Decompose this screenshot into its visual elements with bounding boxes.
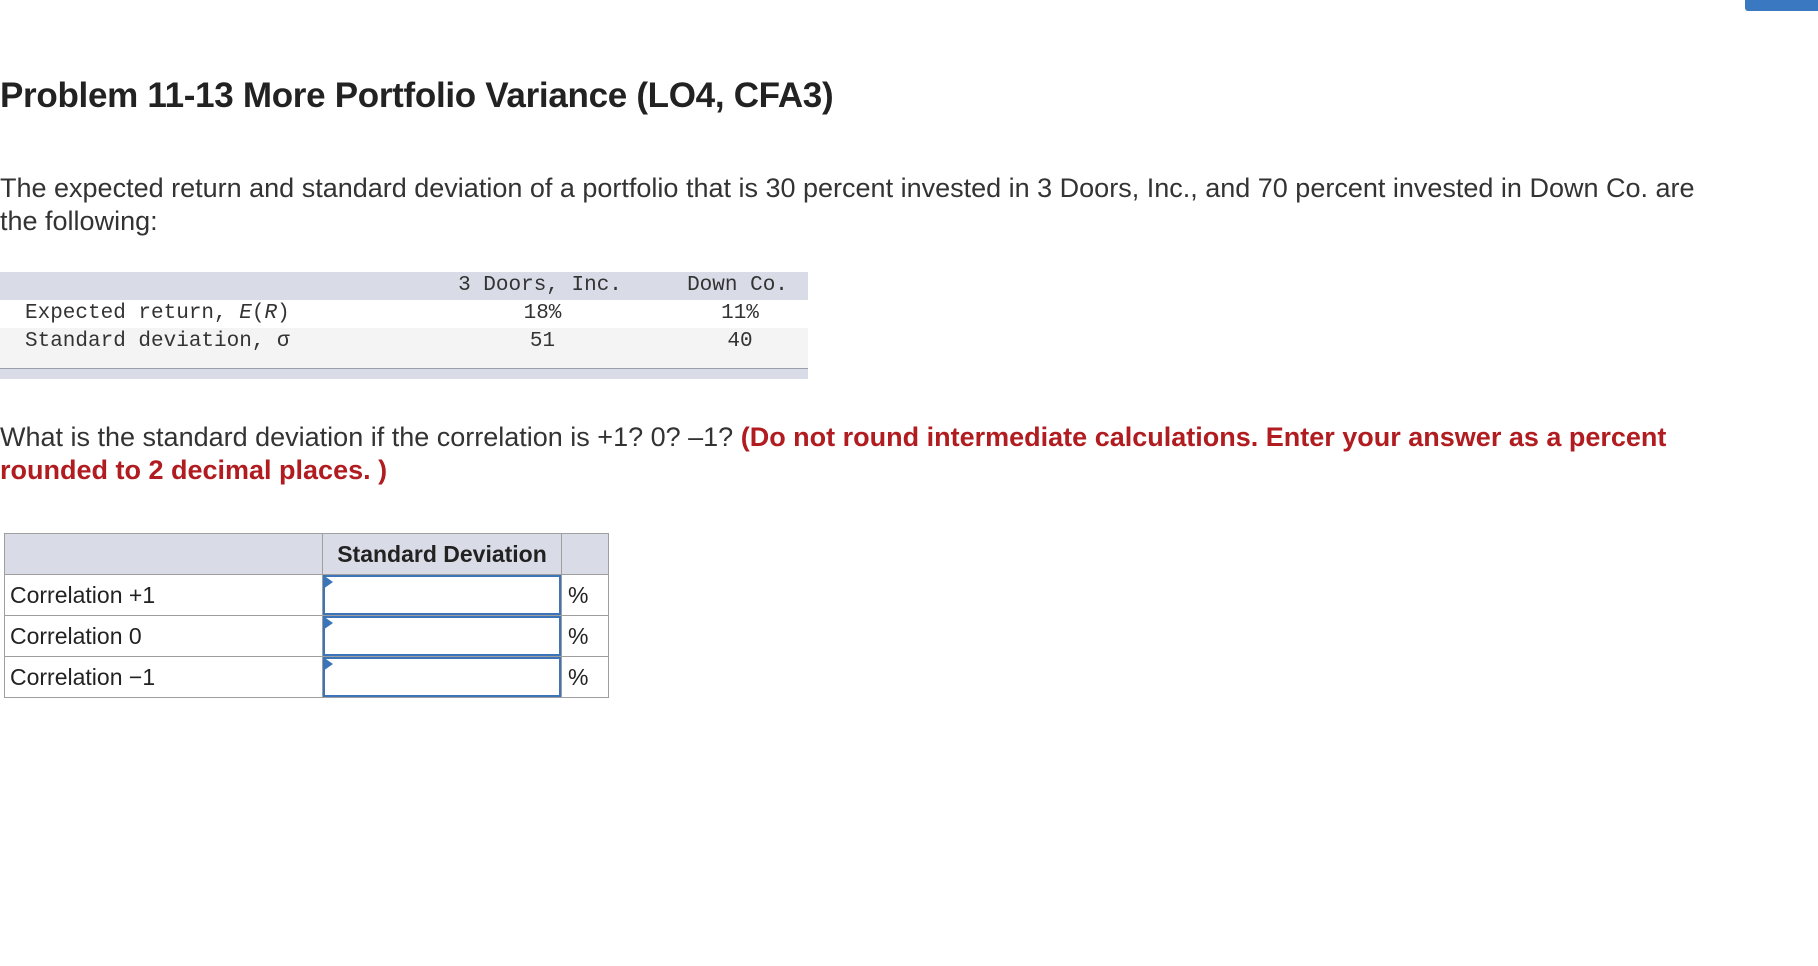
expected-return-down-co: 11% [721, 302, 759, 325]
data-row-standard-deviation: Standard deviation, σ 51 40 [0, 328, 808, 356]
answer-input-cell [322, 615, 562, 657]
column-header-down-co: Down Co. [687, 274, 788, 297]
answer-header-blank [4, 533, 323, 575]
data-row-expected-return: Expected return, E(R) 18% 11% [0, 300, 808, 328]
percent-unit: % [561, 615, 609, 657]
input-marker-icon [323, 616, 333, 630]
row-label-standard-deviation: Standard deviation, σ [25, 330, 290, 353]
answer-row-label: Correlation 0 [4, 615, 323, 657]
top-accent-bar [1745, 0, 1818, 11]
expected-return-3-doors: 18% [523, 302, 562, 325]
row-label-expected-return: Expected return, E(R) [25, 302, 290, 325]
std-dev-input-correlation-0[interactable] [323, 616, 561, 656]
std-dev-input-correlation-plus-1[interactable] [323, 575, 561, 615]
answer-row-correlation-minus-1: Correlation −1 % [4, 656, 609, 698]
answer-row-label: Correlation +1 [4, 574, 323, 616]
standard-deviation-3-doors: 51 [529, 330, 556, 353]
question-prompt: What is the standard deviation if the co… [0, 422, 741, 452]
input-marker-icon [323, 575, 333, 589]
standard-deviation-down-co: 40 [727, 330, 753, 353]
answer-header-unit [561, 533, 609, 575]
data-table-header: 3 Doors, Inc. Down Co. [0, 272, 808, 300]
input-marker-icon [323, 657, 333, 671]
answer-row-correlation-0: Correlation 0 % [4, 615, 609, 657]
problem-intro: The expected return and standard deviati… [0, 173, 1695, 236]
column-header-3-doors: 3 Doors, Inc. [458, 274, 622, 297]
answer-row-correlation-plus-1: Correlation +1 % [4, 574, 609, 616]
answer-input-cell [322, 574, 562, 616]
percent-unit: % [561, 656, 609, 698]
answer-input-cell [322, 656, 562, 698]
percent-unit: % [561, 574, 609, 616]
problem-title: Problem 11-13 More Portfolio Variance (L… [0, 76, 834, 115]
answer-table: Standard Deviation Correlation +1 % Corr… [4, 533, 609, 698]
question-instruction: (Do not round intermediate calculations.… [0, 422, 1667, 485]
data-table-spacer [0, 356, 808, 368]
answer-row-label: Correlation −1 [4, 656, 323, 698]
answer-table-header: Standard Deviation [4, 533, 609, 575]
question-text: What is the standard deviation if the co… [0, 421, 1700, 487]
std-dev-input-correlation-minus-1[interactable] [323, 657, 561, 697]
data-table-footer [0, 368, 808, 379]
answer-header-standard-deviation: Standard Deviation [322, 533, 562, 575]
portfolio-data-table: 3 Doors, Inc. Down Co. Expected return, … [0, 272, 808, 379]
